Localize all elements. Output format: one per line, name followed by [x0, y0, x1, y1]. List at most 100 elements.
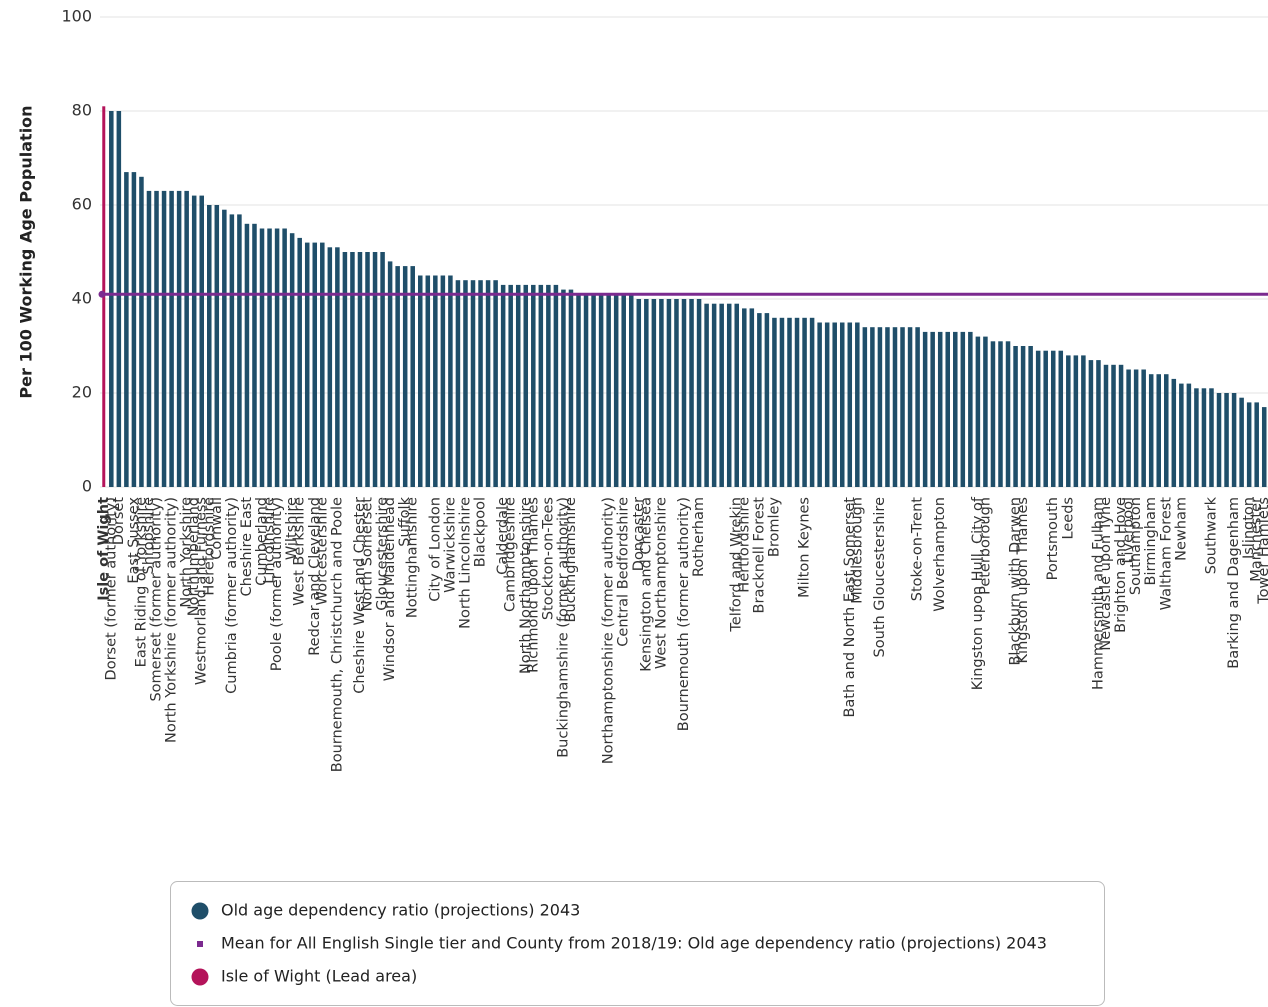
x-tick-label: Rotherham — [691, 497, 707, 577]
bar — [1156, 374, 1161, 487]
x-tick-label: Calderdale — [495, 497, 511, 575]
bar — [674, 299, 679, 487]
x-tick-label: Stockton-on-Tees — [540, 497, 556, 620]
x-tick-label: Manchester — [1249, 497, 1265, 582]
bar — [749, 308, 755, 487]
x-tick-label: Southwark — [1203, 496, 1219, 574]
bar — [1186, 383, 1192, 487]
x-tick-label: Bath and North East Somerset — [842, 497, 858, 718]
bar — [681, 299, 687, 487]
bar — [402, 266, 408, 487]
bar — [1118, 364, 1124, 487]
bar — [1103, 364, 1109, 487]
x-tick-label: Birmingham — [1143, 497, 1159, 585]
x-tick-label: Shropshire — [141, 497, 157, 575]
bar — [214, 205, 220, 487]
bar — [304, 242, 310, 487]
x-tick-label: Cumberland — [254, 497, 270, 586]
bar — [116, 111, 122, 487]
x-tick-label: Warwickshire — [442, 497, 458, 593]
x-tick-label: West Berkshire — [292, 497, 308, 606]
x-tick-label: South Gloucestershire — [872, 497, 888, 658]
x-tick-label: Northumberland — [186, 497, 202, 616]
x-tick-label: Somerset (former authority) — [149, 497, 165, 702]
bar — [1035, 350, 1041, 487]
bar — [222, 209, 227, 487]
bar — [704, 303, 709, 487]
x-tick-label: Poole (former authority) — [269, 497, 285, 671]
bar — [726, 303, 732, 487]
bar — [1148, 374, 1154, 487]
bar — [1216, 393, 1222, 487]
bar — [365, 252, 370, 487]
bar — [1020, 346, 1026, 487]
bar — [787, 317, 792, 487]
bar — [779, 317, 785, 487]
legend-label: Isle of Wight (Lead area) — [221, 967, 417, 986]
x-tick-label: Telford and Wrekin — [729, 497, 745, 633]
y-tick-label: 60 — [72, 195, 92, 214]
bar — [169, 190, 174, 487]
x-tick-label: Peterborough — [977, 497, 993, 595]
bar — [953, 331, 958, 487]
bar — [282, 228, 287, 487]
bar — [433, 275, 438, 487]
bar — [606, 294, 611, 487]
bar — [900, 327, 905, 487]
bar — [1096, 360, 1101, 487]
bar — [176, 190, 182, 487]
bar — [161, 190, 167, 487]
bar — [259, 228, 265, 487]
bar — [644, 299, 649, 487]
bar — [689, 299, 694, 487]
bar — [1171, 378, 1177, 487]
bar — [742, 308, 747, 487]
x-tick-label: Bromley — [766, 497, 782, 558]
x-tick-label: Dorset (former authority) — [103, 497, 119, 680]
bar — [1254, 402, 1259, 487]
x-tick-label: Doncaster — [631, 497, 647, 571]
bar — [1066, 355, 1071, 487]
x-tick-label: East Sussex — [126, 497, 142, 584]
bar — [553, 284, 559, 487]
legend-marker — [191, 902, 209, 920]
bar — [335, 247, 340, 487]
bar — [131, 172, 137, 487]
x-tick-label: Kingston upon Thames — [1015, 497, 1031, 663]
bar — [824, 322, 830, 487]
x-tick-label: Newcastle upon Tyne — [1098, 497, 1114, 651]
x-tick-label: City of London — [427, 497, 443, 602]
x-tick-label: Bracknell Forest — [751, 497, 767, 614]
y-axis-label: Per 100 Working Age Population — [17, 105, 36, 398]
bar — [1239, 397, 1244, 487]
bar — [410, 266, 415, 487]
bar — [154, 190, 159, 487]
x-tick-label: Tower Hamlets — [1256, 497, 1268, 605]
bar — [1133, 369, 1139, 487]
bar — [1073, 355, 1079, 487]
bar — [839, 322, 845, 487]
y-tick-label: 0 — [82, 477, 92, 496]
bar — [711, 303, 717, 487]
x-tick-label: Worcestershire — [314, 497, 330, 605]
x-tick-label: Buckinghamshire — [563, 497, 579, 623]
bar — [531, 284, 536, 487]
bar — [327, 247, 333, 487]
bar — [139, 176, 144, 488]
legend-label: Mean for All English Single tier and Cou… — [221, 934, 1047, 953]
bar — [199, 195, 204, 487]
bar — [915, 327, 920, 487]
bar — [802, 317, 807, 487]
bar — [342, 252, 348, 487]
bar — [772, 317, 777, 487]
bar — [734, 303, 740, 487]
x-tick-label: Newham — [1173, 497, 1189, 561]
bar — [561, 289, 566, 487]
bar — [983, 336, 988, 487]
bar — [892, 327, 898, 487]
bar — [350, 252, 355, 487]
y-tick-label: 80 — [72, 101, 92, 120]
bar — [968, 331, 973, 487]
x-tick-label: North Northamptonshire — [518, 497, 534, 674]
bar — [885, 327, 890, 487]
